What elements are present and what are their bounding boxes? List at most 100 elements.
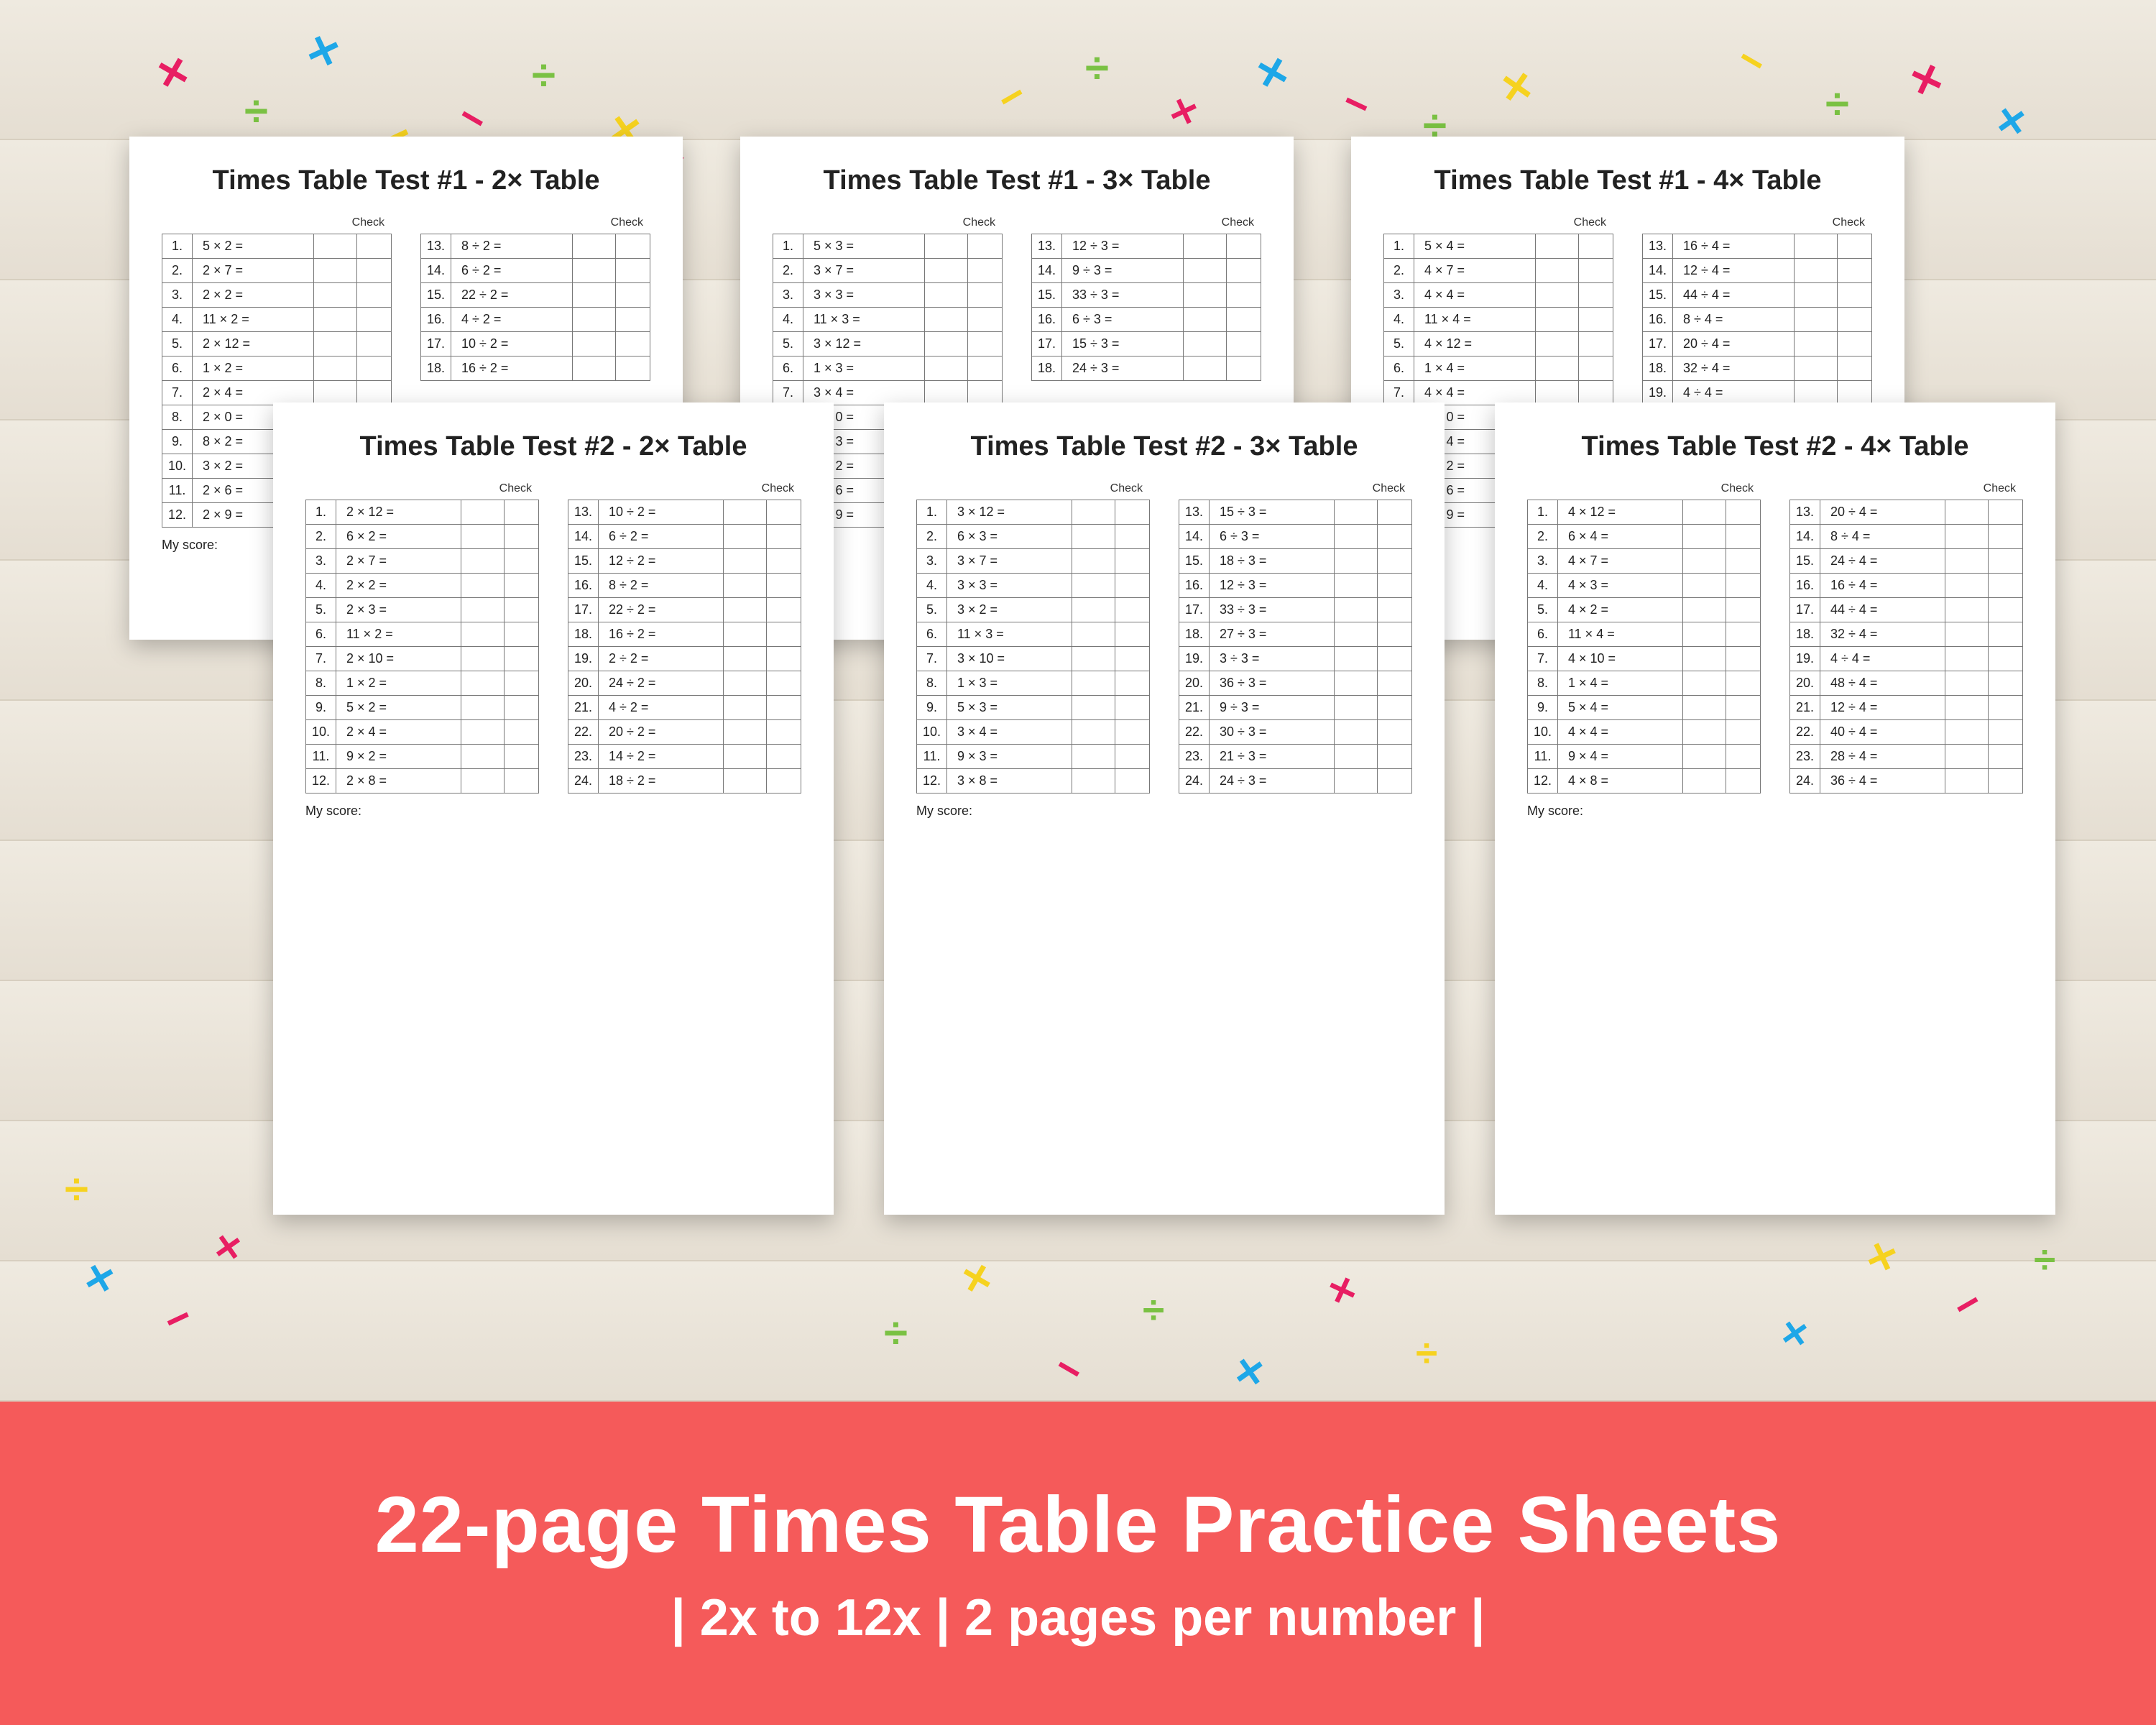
- question-cell: 9 ÷ 3 =: [1062, 259, 1184, 283]
- check-label: Check: [1179, 482, 1412, 495]
- check-label: Check: [916, 482, 1150, 495]
- question-cell: 2 × 12 =: [336, 500, 461, 525]
- row-number: 18.: [1643, 356, 1673, 381]
- question-cell: 6 ÷ 2 =: [599, 525, 724, 549]
- worksheet-table: 1.4 × 12 =2.6 × 4 =3.4 × 7 =4.4 × 3 =5.4…: [1527, 500, 1761, 794]
- answer-cell: [1683, 525, 1726, 549]
- check-cell: [1115, 598, 1150, 622]
- check-cell: [1726, 647, 1761, 671]
- question-cell: 1 × 2 =: [336, 671, 461, 696]
- question-cell: 20 ÷ 4 =: [1673, 332, 1795, 356]
- answer-cell: [1184, 283, 1227, 308]
- table-row: 17.15 ÷ 3 =: [1032, 332, 1261, 356]
- question-cell: 9 × 3 =: [947, 745, 1072, 769]
- answer-cell: [1795, 259, 1838, 283]
- answer-cell: [461, 720, 505, 745]
- check-cell: [505, 696, 539, 720]
- row-number: 12.: [162, 503, 193, 528]
- table-row: 20.48 ÷ 4 =: [1790, 671, 2023, 696]
- row-number: 8.: [917, 671, 947, 696]
- question-cell: 44 ÷ 4 =: [1820, 598, 1945, 622]
- check-cell: [505, 525, 539, 549]
- answer-cell: [1184, 308, 1227, 332]
- row-number: 7.: [162, 381, 193, 405]
- question-cell: 6 × 4 =: [1558, 525, 1683, 549]
- confetti-÷-icon: ÷: [532, 50, 556, 100]
- check-cell: [616, 259, 650, 283]
- question-cell: 9 × 4 =: [1558, 745, 1683, 769]
- check-cell: [1726, 549, 1761, 574]
- question-cell: 18 ÷ 2 =: [599, 769, 724, 794]
- row-number: 24.: [1790, 769, 1820, 794]
- check-cell: [1989, 769, 2023, 794]
- row-number: 21.: [1790, 696, 1820, 720]
- question-cell: 15 ÷ 3 =: [1062, 332, 1184, 356]
- table-row: 13.8 ÷ 2 =: [421, 234, 650, 259]
- row-number: 18.: [421, 356, 451, 381]
- table-row: 15.44 ÷ 4 =: [1643, 283, 1872, 308]
- question-cell: 3 × 2 =: [947, 598, 1072, 622]
- table-row: 3.4 × 4 =: [1384, 283, 1613, 308]
- check-cell: [1115, 720, 1150, 745]
- table-row: 15.24 ÷ 4 =: [1790, 549, 2023, 574]
- question-cell: 16 ÷ 4 =: [1673, 234, 1795, 259]
- worksheet-table: 1.2 × 12 =2.6 × 2 =3.2 × 7 =4.2 × 2 =5.2…: [305, 500, 539, 794]
- row-number: 22.: [1790, 720, 1820, 745]
- answer-cell: [1184, 356, 1227, 381]
- row-number: 23.: [1179, 745, 1210, 769]
- check-cell: [505, 500, 539, 525]
- table-row: 10.4 × 4 =: [1528, 720, 1761, 745]
- row-number: 2.: [162, 259, 193, 283]
- table-row: 21.4 ÷ 2 =: [568, 696, 801, 720]
- table-row: 12.3 × 8 =: [917, 769, 1150, 794]
- check-cell: [616, 308, 650, 332]
- check-cell: [616, 283, 650, 308]
- question-cell: 4 × 12 =: [1414, 332, 1536, 356]
- answer-cell: [1072, 500, 1115, 525]
- worksheet-table: 1.3 × 12 =2.6 × 3 =3.3 × 7 =4.3 × 3 =5.3…: [916, 500, 1150, 794]
- answer-cell: [724, 574, 767, 598]
- check-cell: [616, 356, 650, 381]
- table-row: 17.22 ÷ 2 =: [568, 598, 801, 622]
- answer-cell: [1072, 769, 1115, 794]
- answer-cell: [1683, 769, 1726, 794]
- row-number: 11.: [306, 745, 336, 769]
- table-row: 8.1 × 2 =: [306, 671, 539, 696]
- worksheet-table: 13.10 ÷ 2 =14.6 ÷ 2 =15.12 ÷ 2 =16.8 ÷ 2…: [568, 500, 801, 794]
- table-row: 6.1 × 2 =: [162, 356, 392, 381]
- check-cell: [968, 259, 1003, 283]
- question-cell: 5 × 4 =: [1414, 234, 1536, 259]
- question-cell: 20 ÷ 2 =: [599, 720, 724, 745]
- answer-cell: [1335, 769, 1378, 794]
- question-cell: 3 × 10 =: [947, 647, 1072, 671]
- worksheet-s2: Times Table Test #2 - 2× TableCheck1.2 ×…: [273, 402, 834, 1215]
- table-row: 2.6 × 3 =: [917, 525, 1150, 549]
- check-cell: [1726, 745, 1761, 769]
- banner-title: 22-page Times Table Practice Sheets: [375, 1479, 1782, 1570]
- question-cell: 2 × 8 =: [336, 769, 461, 794]
- confetti-÷-icon: ÷: [244, 86, 268, 136]
- question-cell: 11 × 4 =: [1414, 308, 1536, 332]
- check-cell: [357, 356, 392, 381]
- right-column: Check13.20 ÷ 4 =14.8 ÷ 4 =15.24 ÷ 4 =16.…: [1789, 482, 2023, 819]
- table-row: 24.36 ÷ 4 =: [1790, 769, 2023, 794]
- answer-cell: [925, 308, 968, 332]
- answer-cell: [314, 356, 357, 381]
- check-label: Check: [1383, 216, 1613, 229]
- row-number: 19.: [1643, 381, 1673, 405]
- answer-cell: [724, 622, 767, 647]
- check-cell: [1989, 574, 2023, 598]
- check-cell: [1579, 381, 1613, 405]
- table-row: 9.5 × 3 =: [917, 696, 1150, 720]
- answer-cell: [1335, 622, 1378, 647]
- check-cell: [767, 769, 801, 794]
- answer-cell: [1536, 308, 1579, 332]
- check-cell: [1838, 308, 1872, 332]
- answer-cell: [1335, 745, 1378, 769]
- answer-cell: [1335, 671, 1378, 696]
- table-row: 5.4 × 2 =: [1528, 598, 1761, 622]
- question-cell: 3 × 12 =: [947, 500, 1072, 525]
- answer-cell: [1945, 720, 1989, 745]
- check-cell: [357, 283, 392, 308]
- answer-cell: [1945, 696, 1989, 720]
